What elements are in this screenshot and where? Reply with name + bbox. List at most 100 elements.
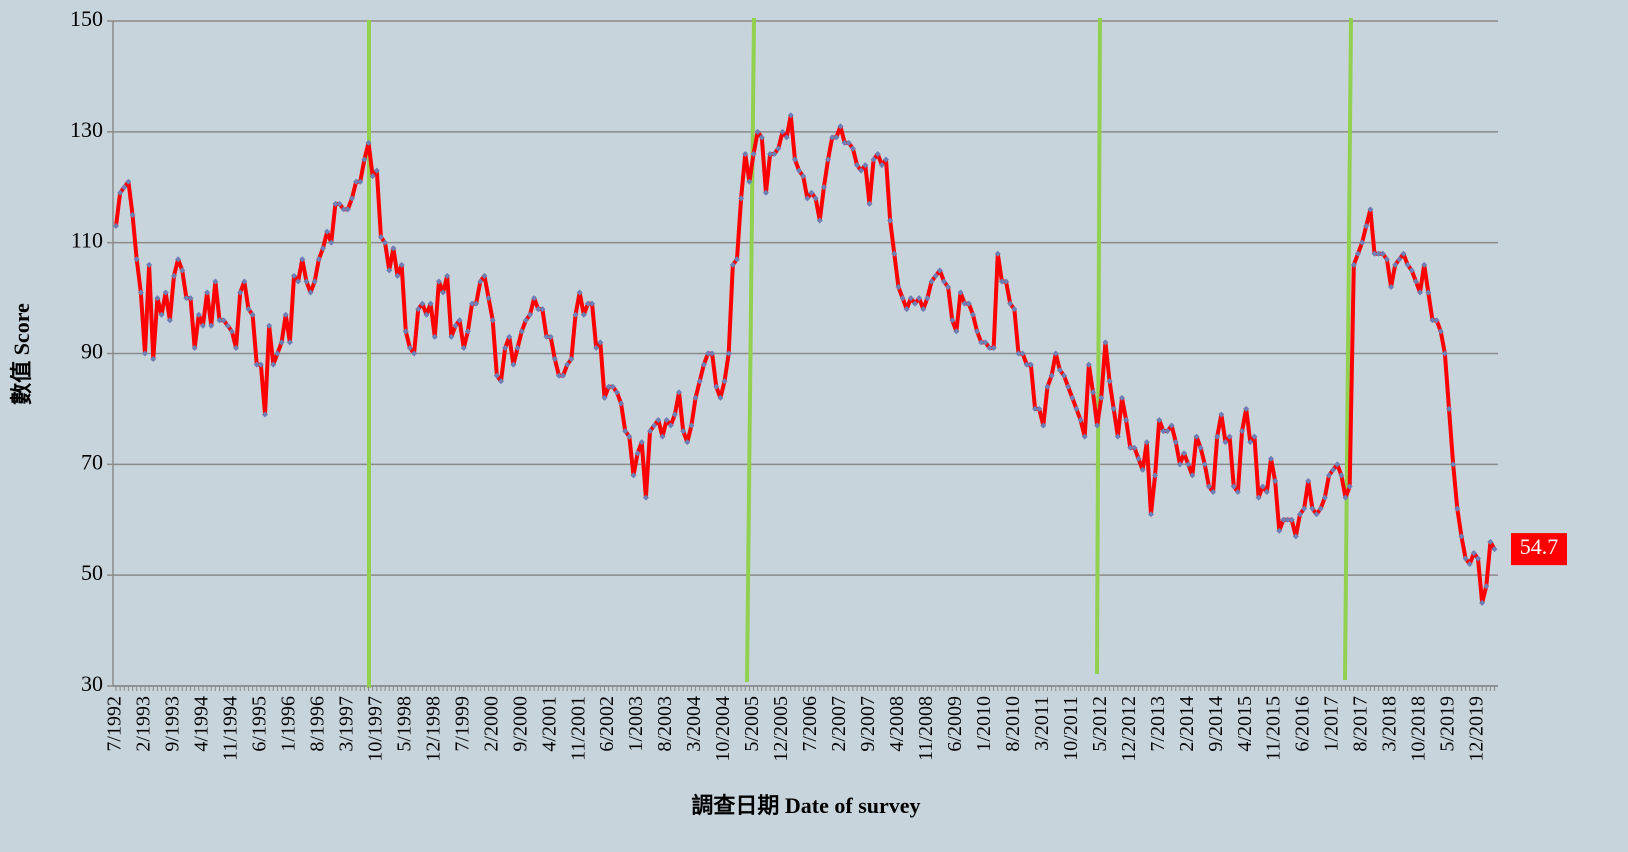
data-point: [278, 339, 285, 346]
data-point: [924, 295, 931, 302]
data-point: [1015, 350, 1022, 357]
data-point: [411, 350, 418, 357]
data-point: [808, 189, 815, 196]
data-point: [729, 261, 736, 268]
data-point: [1106, 378, 1113, 385]
data-point: [241, 278, 248, 285]
data-point: [535, 306, 542, 313]
data-point: [191, 344, 198, 351]
data-point: [129, 211, 136, 218]
data-point: [1003, 278, 1010, 285]
data-point: [336, 200, 343, 207]
data-point: [1127, 444, 1134, 451]
data-point: [862, 162, 869, 169]
y-tick-label: 110: [71, 228, 103, 253]
data-point: [709, 350, 716, 357]
data-point: [1243, 405, 1250, 412]
data-point: [1284, 516, 1291, 523]
data-point: [543, 333, 550, 340]
x-tick-label: 1/2010: [973, 696, 995, 752]
data-point: [1321, 494, 1328, 501]
x-tick-label: 7/2006: [799, 696, 821, 752]
data-point: [398, 261, 405, 268]
data-point: [1255, 494, 1262, 501]
data-point: [1379, 250, 1386, 257]
data-point: [1462, 555, 1469, 562]
data-point: [1301, 505, 1308, 512]
data-point: [257, 361, 264, 368]
data-point: [1073, 405, 1080, 412]
data-point: [1172, 439, 1179, 446]
data-point: [1160, 428, 1167, 435]
data-point: [1040, 422, 1047, 429]
data-point: [758, 134, 765, 141]
data-point: [825, 156, 832, 163]
data-point: [357, 178, 364, 185]
data-point: [204, 289, 211, 296]
data-point: [1280, 516, 1287, 523]
data-point: [957, 289, 964, 296]
data-point: [580, 311, 587, 318]
data-point: [858, 167, 865, 174]
data-point: [597, 339, 604, 346]
data-point: [1425, 289, 1432, 296]
data-point: [502, 344, 509, 351]
data-point: [1363, 223, 1370, 230]
data-point: [423, 311, 430, 318]
data-point: [775, 145, 782, 152]
data-point: [601, 394, 608, 401]
data-point: [1205, 483, 1212, 490]
data-point: [113, 223, 119, 230]
data-point: [1437, 328, 1444, 335]
data-point: [1296, 511, 1303, 518]
data-point: [916, 295, 923, 302]
data-point: [845, 139, 852, 146]
data-point: [733, 256, 740, 263]
data-point: [469, 300, 476, 307]
data-point: [1110, 405, 1117, 412]
data-point: [1350, 261, 1357, 268]
data-point: [717, 394, 724, 401]
data-point: [771, 151, 778, 157]
data-point: [125, 178, 132, 185]
x-tick-label: 12/2019: [1466, 696, 1488, 762]
data-point: [663, 417, 670, 423]
data-point: [1392, 261, 1399, 268]
data-point: [224, 322, 231, 329]
data-point: [1023, 361, 1030, 368]
data-point: [340, 206, 347, 213]
x-tick-label: 9/2000: [509, 696, 531, 752]
data-point: [1118, 394, 1125, 401]
data-point: [891, 250, 898, 257]
data-point: [647, 428, 654, 435]
data-point: [651, 422, 658, 429]
event-lines: [367, 17, 1353, 688]
data-point: [804, 195, 811, 202]
data-point: [974, 328, 981, 335]
data-point: [1450, 461, 1457, 468]
data-point: [638, 439, 645, 446]
data-point: [940, 278, 947, 285]
data-point: [1061, 372, 1068, 379]
data-point: [444, 272, 451, 279]
data-point: [1123, 417, 1130, 423]
data-point: [642, 494, 649, 501]
x-tick-label: 6/2002: [596, 696, 618, 752]
data-point: [932, 272, 939, 279]
data-point: [531, 295, 538, 302]
data-point: [266, 322, 273, 329]
data-point: [920, 306, 927, 313]
data-point: [1056, 367, 1063, 374]
data-point: [883, 156, 890, 163]
data-point: [162, 289, 169, 296]
data-point: [1189, 472, 1196, 479]
data-point: [1259, 483, 1266, 490]
x-tick-label: 3/2018: [1379, 696, 1401, 752]
x-tick-label: 10/1997: [364, 696, 386, 762]
data-point: [1147, 511, 1154, 518]
data-point: [137, 289, 144, 296]
data-point: [386, 267, 393, 274]
data-point: [146, 261, 153, 268]
event-line: [1095, 17, 1102, 675]
